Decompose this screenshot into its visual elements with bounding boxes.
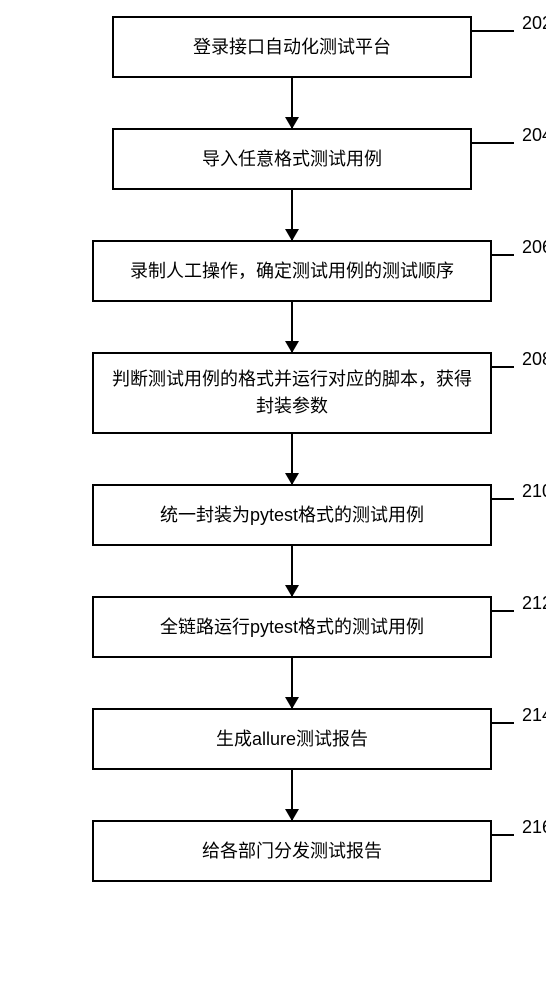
step-label: 204 <box>522 122 546 149</box>
step-text: 全链路运行pytest格式的测试用例 <box>160 614 424 641</box>
step-label: 214 <box>522 702 546 729</box>
step-container-210: 统一封装为pytest格式的测试用例210 <box>0 484 546 546</box>
connector-line <box>490 834 514 836</box>
step-container-206: 录制人工操作，确定测试用例的测试顺序206 <box>0 240 546 302</box>
step-text: 判断测试用例的格式并运行对应的脚本，获得封装参数 <box>106 366 478 420</box>
step-text: 录制人工操作，确定测试用例的测试顺序 <box>130 258 454 285</box>
step-label: 210 <box>522 478 546 505</box>
step-label: 206 <box>522 234 546 261</box>
step-label: 202 <box>522 10 546 37</box>
step-box-206: 录制人工操作，确定测试用例的测试顺序206 <box>92 240 492 302</box>
connector-line <box>490 254 514 256</box>
step-box-214: 生成allure测试报告214 <box>92 708 492 770</box>
step-label: 212 <box>522 590 546 617</box>
connector-line <box>490 722 514 724</box>
connector-line <box>470 142 514 144</box>
connector-line <box>490 366 514 368</box>
arrow-down-icon <box>291 190 293 240</box>
arrow-down-icon <box>291 658 293 708</box>
arrow-container <box>0 302 546 352</box>
step-container-202: 登录接口自动化测试平台202 <box>0 16 546 78</box>
flowchart-container: 登录接口自动化测试平台202导入任意格式测试用例204录制人工操作，确定测试用例… <box>0 0 546 1000</box>
step-container-208: 判断测试用例的格式并运行对应的脚本，获得封装参数208 <box>0 352 546 434</box>
step-label: 216 <box>522 814 546 841</box>
step-container-212: 全链路运行pytest格式的测试用例212 <box>0 596 546 658</box>
step-box-202: 登录接口自动化测试平台202 <box>112 16 472 78</box>
arrow-down-icon <box>291 546 293 596</box>
arrow-container <box>0 190 546 240</box>
arrow-container <box>0 770 546 820</box>
step-box-208: 判断测试用例的格式并运行对应的脚本，获得封装参数208 <box>92 352 492 434</box>
step-container-214: 生成allure测试报告214 <box>0 708 546 770</box>
step-text: 生成allure测试报告 <box>216 726 368 753</box>
arrow-container <box>0 546 546 596</box>
arrow-container <box>0 434 546 484</box>
step-box-216: 给各部门分发测试报告216 <box>92 820 492 882</box>
step-text: 给各部门分发测试报告 <box>202 838 382 865</box>
arrow-down-icon <box>291 302 293 352</box>
arrow-container <box>0 658 546 708</box>
step-label: 208 <box>522 346 546 373</box>
step-text: 统一封装为pytest格式的测试用例 <box>160 502 424 529</box>
step-box-212: 全链路运行pytest格式的测试用例212 <box>92 596 492 658</box>
connector-line <box>470 30 514 32</box>
arrow-down-icon <box>291 78 293 128</box>
arrow-down-icon <box>291 770 293 820</box>
step-container-204: 导入任意格式测试用例204 <box>0 128 546 190</box>
connector-line <box>490 498 514 500</box>
connector-line <box>490 610 514 612</box>
step-container-216: 给各部门分发测试报告216 <box>0 820 546 882</box>
step-box-210: 统一封装为pytest格式的测试用例210 <box>92 484 492 546</box>
step-box-204: 导入任意格式测试用例204 <box>112 128 472 190</box>
step-text: 导入任意格式测试用例 <box>202 146 382 173</box>
arrow-down-icon <box>291 434 293 484</box>
step-text: 登录接口自动化测试平台 <box>193 34 391 61</box>
arrow-container <box>0 78 546 128</box>
